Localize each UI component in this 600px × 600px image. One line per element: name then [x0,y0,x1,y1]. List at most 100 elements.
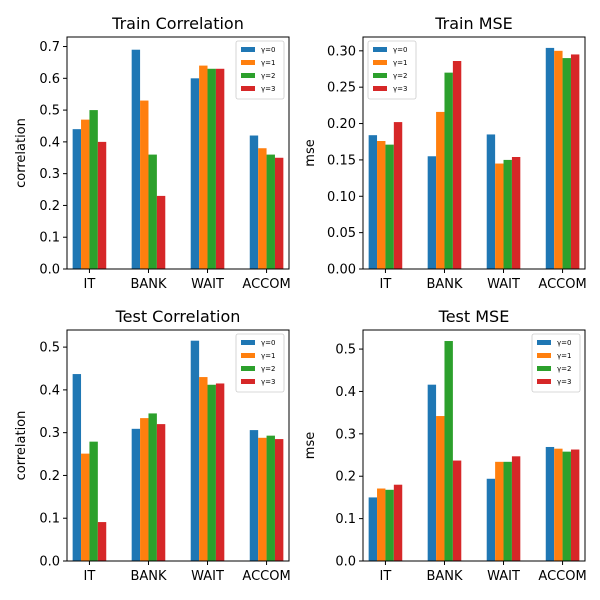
y-tick-label: 0.5 [39,104,60,119]
bar [562,58,571,270]
y-tick-label: 0.6 [39,72,60,87]
y-axis-label: mse [303,432,318,459]
bar [97,522,107,561]
y-tick-label: 0.5 [39,341,60,356]
bar [89,110,98,269]
legend-label: γ=2 [393,72,407,80]
x-tick-label: WAIT [191,569,224,584]
chart-panel-3: 0.0 0.1 0.2 0.3 0.4 0.5 IT BANK WAIT ACCOM Test MS… [303,307,587,584]
bar [503,461,512,561]
legend-swatch [241,47,255,52]
plot-frame [362,329,586,562]
chart-title: Train MSE [434,14,513,33]
chart-panel-2: 0.0 0.1 0.2 0.3 0.4 0.5 IT BANK WAIT ACCOM Test Co… [14,307,291,584]
bar [545,47,555,269]
bar [495,461,504,561]
legend-swatch [537,379,551,384]
chart-title: Test Correlation [115,307,241,326]
legend-swatch [241,60,255,65]
x-tick-label: BANK [426,277,463,292]
y-tick-label: 0.05 [327,226,356,241]
legend-swatch [373,86,387,91]
bar [207,68,216,269]
plot-frame [66,36,290,270]
bar [545,446,555,561]
x-tick-label: IT [380,277,392,292]
y-tick-label: 0.2 [39,199,60,214]
legend-label: γ=0 [261,339,275,347]
legend: γ=0 γ=1 γ=2 γ=3 [235,333,285,393]
plot-frame [66,329,290,562]
bar [258,437,267,561]
bar [274,439,284,561]
bar [377,141,386,269]
y-tick-label: 0.0 [39,555,60,570]
legend-swatch [537,353,551,358]
legend-label: γ=1 [261,59,275,67]
bar [156,424,166,561]
y-tick-label: 0.4 [39,383,60,398]
bar [72,129,82,269]
chart-title: Test MSE [438,307,510,326]
bar [266,154,275,269]
legend-label: γ=3 [261,378,275,386]
legend-label: γ=2 [261,365,275,373]
x-tick-label: IT [380,569,392,584]
bar [511,456,521,561]
y-tick-label: 0.5 [335,343,356,358]
bar [131,428,141,561]
bar [199,65,208,269]
y-tick-label: 0.7 [39,40,60,55]
bar [156,195,166,269]
legend-swatch [537,366,551,371]
bar [140,100,149,269]
bar [393,122,403,269]
x-tick-label: IT [84,277,96,292]
y-tick-label: 0.2 [335,470,356,485]
y-tick-label: 0.10 [327,190,356,205]
legend-swatch [241,86,255,91]
bar [562,451,571,561]
bar [385,144,394,269]
legend-label: γ=1 [557,352,571,360]
bar [249,430,259,561]
bar [511,157,521,269]
legend-label: γ=1 [393,59,407,67]
bar [148,413,157,561]
bar [495,163,504,269]
bar [385,489,394,561]
y-tick-label: 0.25 [327,81,356,96]
legend-swatch [537,340,551,345]
bar [274,157,284,269]
bar [554,50,563,269]
bar [444,72,453,269]
x-tick-label: ACCOM [538,569,586,584]
bar [427,384,437,561]
bar [452,61,462,269]
bar [503,159,512,269]
bar [570,54,580,270]
y-tick-label: 0.1 [39,231,60,246]
y-tick-label: 0.15 [327,153,356,168]
x-tick-label: BANK [130,569,167,584]
legend-swatch [373,47,387,52]
chart-panel-0: 0.0 0.1 0.2 0.3 0.4 0.5 0.6 0.7 IT BANK WAIT ACCOM T… [14,14,291,292]
bar [368,497,378,561]
x-tick-label: WAIT [191,277,224,292]
bar [486,478,496,561]
x-tick-label: ACCOM [242,569,290,584]
y-tick-label: 0.3 [335,427,356,442]
x-tick-label: ACCOM [242,277,290,292]
legend-frame [235,40,285,100]
bar [72,374,82,561]
bar [81,453,90,561]
legend-swatch [241,366,255,371]
bar [393,484,403,561]
bar [249,135,259,269]
bar [427,156,437,269]
bar [207,384,216,561]
y-tick-label: 0.4 [335,385,356,400]
legend-frame [367,40,417,100]
bar [89,441,98,561]
x-tick-label: WAIT [487,277,520,292]
